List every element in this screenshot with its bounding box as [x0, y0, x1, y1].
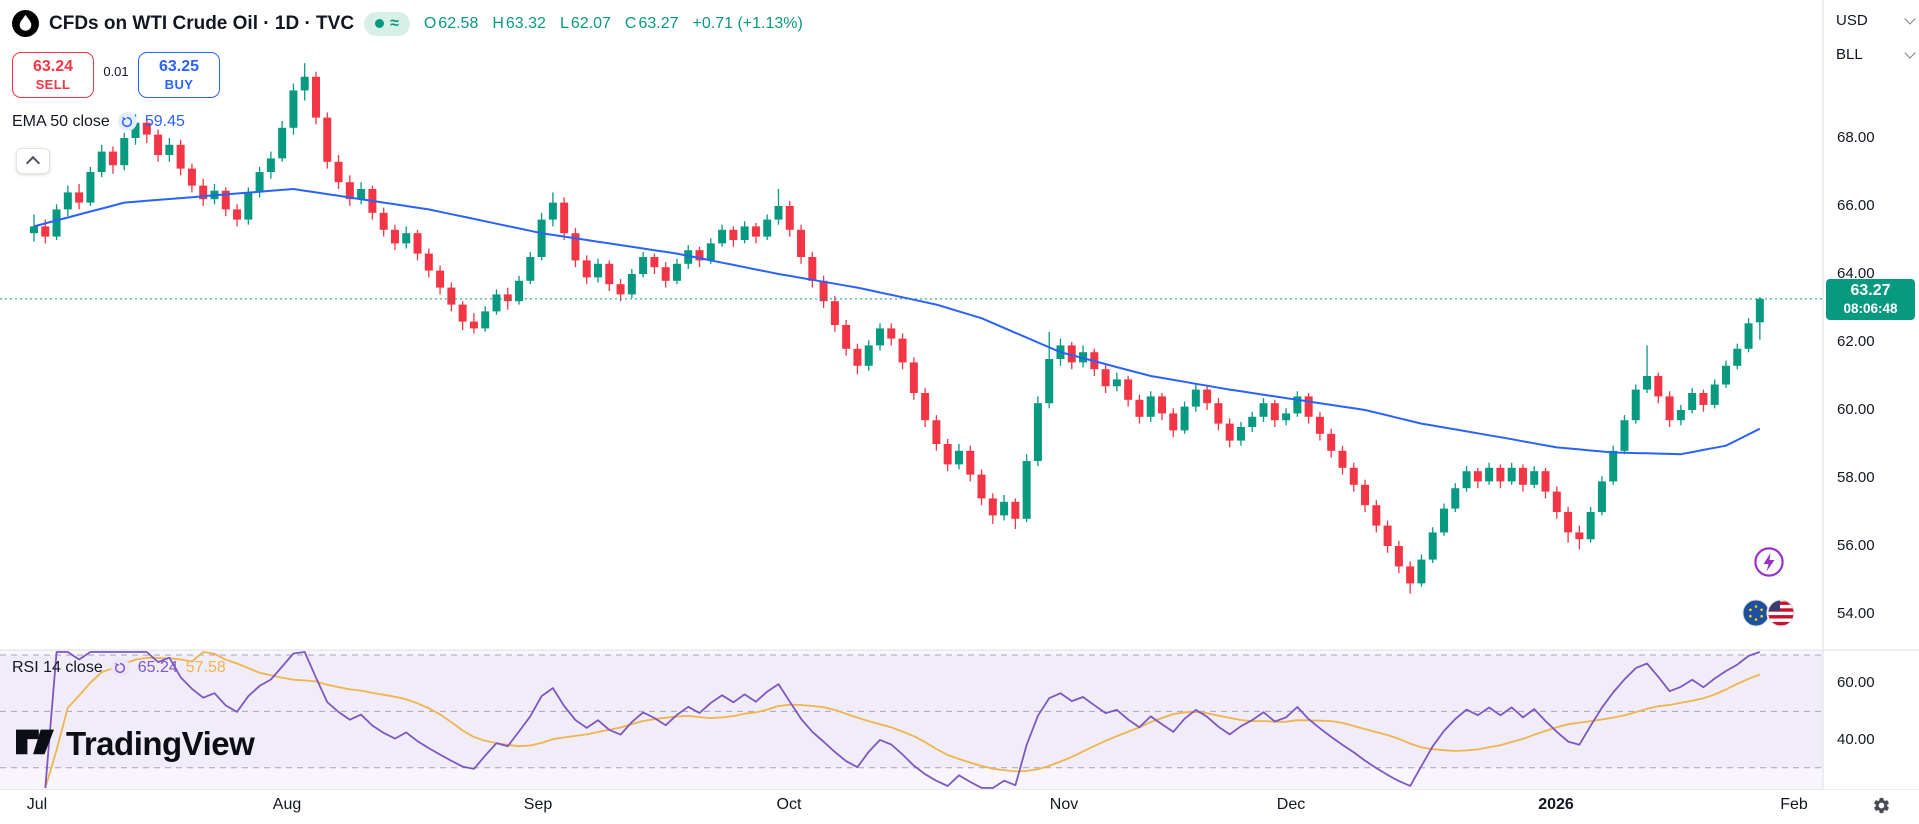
price-tick-label: 58.00: [1837, 469, 1875, 486]
event-flag-icons[interactable]: [1740, 597, 1798, 634]
unit-dropdown[interactable]: BLL: [1836, 46, 1916, 63]
high-label: H: [492, 14, 504, 32]
economic-event-lightning-icon[interactable]: [1753, 546, 1785, 583]
us-flag-icon: [1768, 600, 1794, 626]
high-value: 63.32: [505, 14, 546, 32]
event-markers: [1736, 546, 1802, 634]
unit-value: BLL: [1836, 46, 1863, 63]
candlestick-series: [30, 63, 1764, 594]
sell-button[interactable]: 63.24 SELL: [12, 52, 94, 98]
buy-button[interactable]: 63.25 BUY: [138, 52, 220, 98]
rsi-indicator-legend[interactable]: RSI 14 close 65.24 57.58: [12, 658, 226, 677]
chevron-up-icon: [25, 155, 41, 171]
tradingview-logo-text: TradingView: [66, 724, 255, 762]
time-axis-label: 2026: [1538, 796, 1574, 813]
rsi-pane-background: [0, 650, 1823, 790]
close-value: 63.27: [638, 14, 679, 32]
last-price-badge: 63.27 08:06:48: [1826, 279, 1915, 320]
sell-price: 63.24: [32, 58, 74, 75]
low-label: L: [559, 14, 569, 32]
eu-flag-icon: [1743, 600, 1769, 626]
time-axis-label: Nov: [1049, 796, 1079, 813]
market-open-dot-icon: [375, 19, 385, 28]
collapse-legend-button[interactable]: [16, 148, 50, 174]
ema-50-line: [33, 188, 1761, 456]
rsi-ma-value: 57.58: [185, 658, 226, 676]
instrument-logo-icon: [12, 10, 39, 37]
delayed-data-approx-icon: ≈: [390, 14, 399, 32]
price-tick-label: 62.00: [1837, 333, 1875, 350]
ema-indicator-legend[interactable]: EMA 50 close 59.45: [12, 112, 185, 131]
time-axis-label: Jul: [26, 796, 48, 813]
rsi-band: [0, 655, 1823, 768]
symbol-legend: CFDs on WTI Crude Oil · 1D · TVC ≈ O 62.5…: [12, 10, 803, 37]
price-tick-label: 68.00: [1837, 129, 1875, 146]
time-axis-label: Dec: [1276, 796, 1306, 813]
price-tick-label: 66.00: [1837, 197, 1875, 214]
open-label: O: [423, 14, 437, 32]
rsi-label: RSI 14 close: [12, 658, 103, 676]
rsi-value: 65.24: [137, 658, 178, 676]
time-axis-label: Oct: [776, 796, 802, 813]
low-value: 62.07: [570, 14, 611, 32]
ema-value: 59.45: [144, 112, 185, 130]
time-axis[interactable]: Jul Aug Sep Oct Nov Dec 2026 Feb: [0, 790, 1919, 824]
price-tick-label: 64.00: [1837, 265, 1875, 282]
chevron-down-ic: [1904, 47, 1916, 59]
rsi-ma-line: [44, 651, 1761, 789]
ohlc-values: O 62.58 H 63.32 L 62.07 C 63.27 +0.71 (+1.13…: [424, 15, 803, 33]
settings-gear-icon[interactable]: [1872, 796, 1891, 820]
ema-refresh-icon[interactable]: [117, 112, 137, 131]
price-tick-label: 60.00: [1837, 401, 1875, 418]
rsi-tick-label: 60.00: [1837, 674, 1875, 692]
symbol-title[interactable]: CFDs on WTI Crude Oil · 1D · TVC: [49, 12, 355, 34]
currency-dropdown[interactable]: USD: [1836, 12, 1916, 29]
chevron-down-icon: [1904, 13, 1916, 25]
rsi-refresh-icon[interactable]: [110, 658, 130, 677]
open-value: 62.58: [438, 14, 479, 32]
time-axis-label: Feb: [1780, 796, 1808, 813]
buy-price: 63.25: [158, 58, 200, 75]
time-axis-label: Sep: [523, 796, 553, 813]
bar-countdown: 08:06:48: [1843, 300, 1898, 316]
trade-panel: 63.24 SELL 0.01 63.25 BUY: [12, 52, 220, 98]
rsi-line: [44, 651, 1761, 789]
tradingview-logo[interactable]: TradingView: [14, 722, 255, 765]
market-status-pill[interactable]: ≈: [364, 11, 410, 36]
currency-value: USD: [1836, 12, 1868, 29]
rsi-tick-label: 40.00: [1837, 730, 1875, 748]
price-axis[interactable]: USD BLL 63.27 08:06:48 68.00 66.00 64.00 62…: [1823, 0, 1919, 790]
spread-value: 0.01: [103, 64, 129, 79]
change-value: +0.71 (+1.13%): [692, 14, 803, 32]
ema-label: EMA 50 close: [12, 112, 110, 130]
tradingview-logo-icon: [14, 722, 56, 765]
price-tick-label: 54.00: [1837, 605, 1875, 622]
close-label: C: [624, 14, 637, 32]
price-tick-label: 56.00: [1837, 537, 1875, 554]
last-price-value: 63.27: [1850, 282, 1891, 300]
time-axis-label: Aug: [272, 796, 302, 813]
